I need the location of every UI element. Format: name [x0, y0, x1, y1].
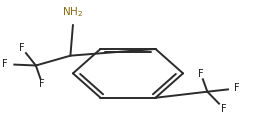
Text: F: F [2, 59, 8, 69]
Text: NH$_2$: NH$_2$ [62, 5, 83, 19]
Text: F: F [39, 79, 45, 89]
Text: F: F [19, 43, 25, 53]
Text: F: F [221, 104, 227, 114]
Text: F: F [198, 69, 204, 79]
Text: F: F [234, 83, 240, 93]
